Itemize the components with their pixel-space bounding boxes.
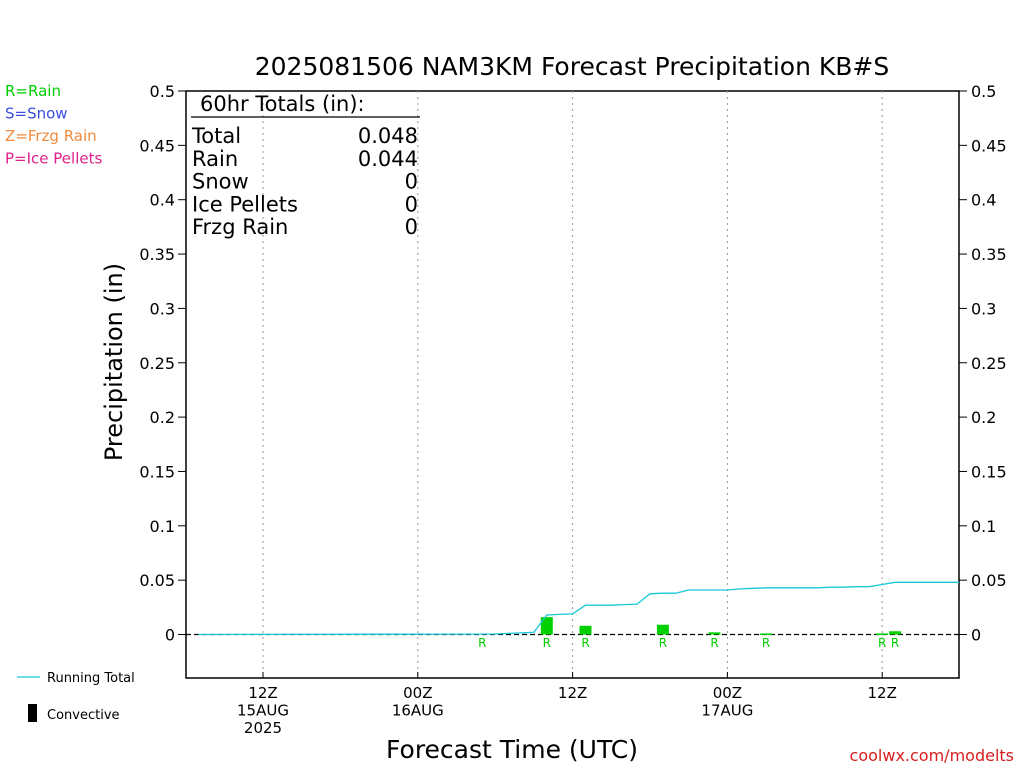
y-tick-label-right: 0.3 bbox=[971, 299, 996, 318]
totals-row-label: Total bbox=[191, 124, 241, 148]
totals-box: 60hr Totals (in): Total 0.048 Rain 0.044 Sno… bbox=[191, 92, 420, 239]
totals-row-label: Frzg Rain bbox=[192, 215, 288, 239]
y-tick-label: 0.35 bbox=[139, 245, 175, 264]
y-tick-label: 0.2 bbox=[150, 408, 175, 427]
y-tick-label-right: 0.25 bbox=[971, 354, 1007, 373]
y-tick-label-right: 0.35 bbox=[971, 245, 1007, 264]
rain-bar bbox=[760, 633, 773, 635]
precip-type-marker: R bbox=[581, 636, 589, 650]
rain-bar bbox=[540, 617, 553, 635]
totals-row-label: Snow bbox=[192, 170, 249, 194]
totals-row-value: 0.044 bbox=[358, 147, 418, 171]
x-tick-label: 2025 bbox=[244, 719, 282, 737]
credit-link[interactable]: coolwx.com/modelts bbox=[850, 746, 1014, 765]
totals-row-value: 0 bbox=[405, 170, 418, 194]
y-axis-left: 0 0.05 0.1 0.15 0.2 0.25 0.3 0.35 0.4 0.45 0.5 bbox=[139, 82, 186, 645]
bottom-legend: Running Total Convective bbox=[17, 671, 135, 723]
x-tick-label: 12Z bbox=[558, 684, 587, 702]
rain-bar bbox=[656, 624, 669, 635]
y-tick-label: 0 bbox=[165, 626, 175, 645]
y-tick-label-right: 0 bbox=[971, 626, 981, 645]
y-tick-label: 0.4 bbox=[150, 191, 175, 210]
precip-type-marker: R bbox=[543, 636, 551, 650]
y-tick-label: 0.15 bbox=[139, 462, 175, 481]
totals-row-value: 0 bbox=[405, 215, 418, 239]
totals-row-value: 0.048 bbox=[358, 124, 418, 148]
y-tick-label: 0.1 bbox=[150, 517, 175, 536]
y-tick-label: 0.05 bbox=[139, 571, 175, 590]
running-total-line bbox=[198, 581, 959, 636]
precip-type-legend: R=Rain S=Snow Z=Frzg Rain P=Ice Pellets bbox=[5, 82, 102, 168]
y-tick-label-right: 0.5 bbox=[971, 82, 996, 101]
y-tick-label: 0.25 bbox=[139, 354, 175, 373]
precip-type-marker: R bbox=[762, 636, 770, 650]
x-tick-label: 17AUG bbox=[701, 702, 753, 720]
y-tick-label-right: 0.15 bbox=[971, 462, 1007, 481]
x-tick-label: 00Z bbox=[403, 684, 432, 702]
convective-legend-swatch bbox=[28, 704, 37, 722]
y-axis-label: Precipitation (in) bbox=[100, 263, 128, 461]
x-tick-label: 15AUG bbox=[237, 702, 289, 720]
precip-type-marker: R bbox=[710, 636, 718, 650]
chart-title: 2025081506 NAM3KM Forecast Precipitation… bbox=[255, 52, 890, 81]
rain-bars bbox=[540, 617, 902, 635]
totals-header: 60hr Totals (in): bbox=[200, 92, 365, 116]
precip-type-marker: R bbox=[659, 636, 667, 650]
y-tick-label-right: 0.1 bbox=[971, 517, 996, 536]
y-tick-label-right: 0.05 bbox=[971, 571, 1007, 590]
y-tick-label-right: 0.2 bbox=[971, 408, 996, 427]
rain-bar bbox=[889, 631, 902, 635]
y-tick-label-right: 0.45 bbox=[971, 136, 1007, 155]
precip-type-legend-item: S=Snow bbox=[5, 105, 68, 123]
running-total-legend-label: Running Total bbox=[47, 671, 135, 686]
x-gridlines bbox=[262, 91, 883, 678]
y-axis-right: 0 0.05 0.1 0.15 0.2 0.25 0.3 0.35 0.4 0.45 0.5 bbox=[959, 82, 1007, 645]
y-tick-label: 0.45 bbox=[139, 136, 175, 155]
rain-bar bbox=[876, 633, 889, 635]
precip-type-legend-item: P=Ice Pellets bbox=[5, 150, 102, 168]
y-tick-label: 0.3 bbox=[150, 299, 175, 318]
rain-bar bbox=[708, 632, 721, 635]
rain-bar bbox=[579, 625, 592, 635]
y-tick-label-right: 0.4 bbox=[971, 191, 996, 210]
precip-type-marker: R bbox=[878, 636, 886, 650]
totals-row-value: 0 bbox=[405, 192, 418, 216]
precip-type-marker: R bbox=[478, 636, 486, 650]
y-tick-label: 0.5 bbox=[150, 82, 175, 101]
x-tick-label: 00Z bbox=[713, 684, 742, 702]
x-tick-label: 12Z bbox=[868, 684, 897, 702]
totals-row-label: Rain bbox=[192, 147, 238, 171]
x-tick-label: 16AUG bbox=[392, 702, 444, 720]
precip-type-marker: R bbox=[891, 636, 899, 650]
precip-type-legend-item: Z=Frzg Rain bbox=[5, 127, 97, 145]
convective-legend-label: Convective bbox=[47, 708, 120, 723]
x-axis-label: Forecast Time (UTC) bbox=[386, 735, 638, 764]
totals-row-label: Ice Pellets bbox=[192, 192, 298, 216]
x-tick-label: 12Z bbox=[248, 684, 277, 702]
precip-type-legend-item: R=Rain bbox=[5, 82, 61, 100]
